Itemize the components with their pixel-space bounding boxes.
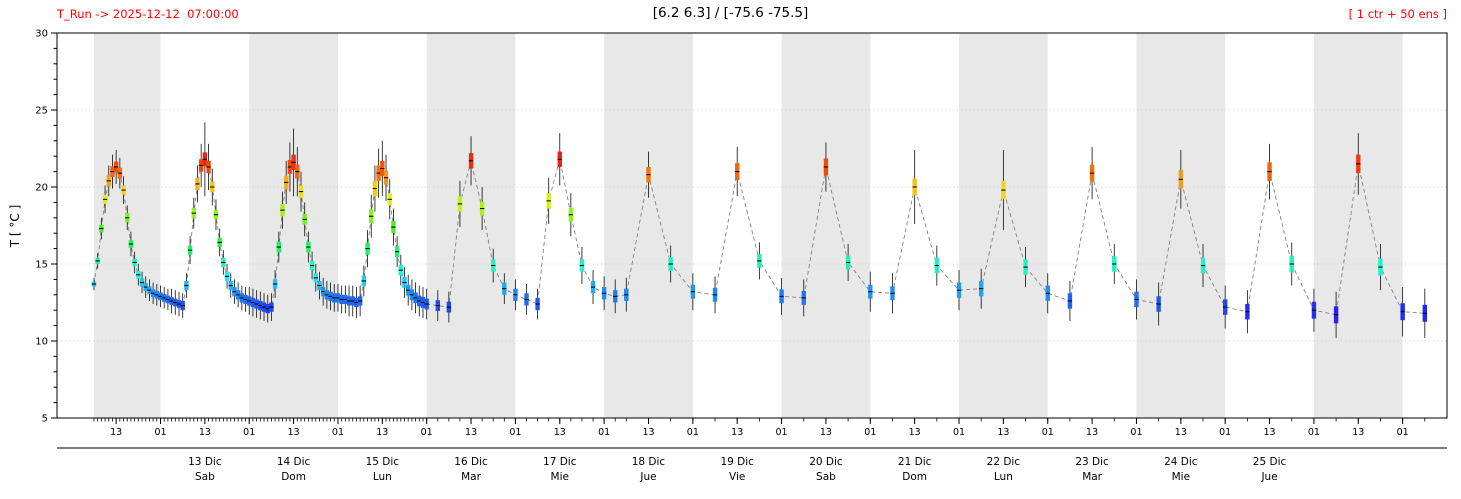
hour-tick-label: 13 bbox=[997, 427, 1009, 438]
day-weekday-label: Vie bbox=[729, 471, 745, 483]
hour-tick-label: 13 bbox=[1352, 427, 1364, 438]
hour-tick-label: 13 bbox=[1086, 427, 1098, 438]
day-band bbox=[426, 33, 516, 418]
day-weekday-label: Jue bbox=[639, 471, 656, 483]
day-weekday-label: Mie bbox=[551, 471, 569, 483]
day-date-label: 18 Dic bbox=[632, 456, 666, 468]
day-weekday-label: Sab bbox=[816, 471, 836, 483]
y-tick-label: 20 bbox=[35, 183, 48, 194]
day-band bbox=[1313, 33, 1403, 418]
day-weekday-label: Mar bbox=[461, 471, 481, 483]
plot-border bbox=[56, 32, 1448, 419]
hour-tick-label: 01 bbox=[687, 427, 699, 438]
day-band bbox=[249, 33, 338, 418]
hour-tick-label: 01 bbox=[1308, 427, 1320, 438]
hour-tick-label: 13 bbox=[642, 427, 654, 438]
hour-tick-label: 13 bbox=[554, 427, 566, 438]
hour-tick-label: 13 bbox=[1264, 427, 1276, 438]
hour-tick-label: 01 bbox=[509, 427, 521, 438]
hour-tick-label: 13 bbox=[731, 427, 743, 438]
day-weekday-label: Dom bbox=[902, 471, 927, 483]
hour-tick-label: 13 bbox=[820, 427, 832, 438]
day-weekday-label: Sab bbox=[195, 471, 215, 483]
hour-tick-label: 13 bbox=[288, 427, 300, 438]
day-weekday-label: Dom bbox=[281, 471, 306, 483]
y-tick-label: 10 bbox=[35, 337, 48, 348]
day-band bbox=[1136, 33, 1226, 418]
hour-tick-label: 01 bbox=[243, 427, 255, 438]
day-date-label: 25 Dic bbox=[1253, 456, 1287, 468]
ensemble-count-label: [ 1 ctr + 50 ens ] bbox=[1348, 7, 1447, 21]
run-timestamp-label: T_Run -> 2025-12-12 07:00:00 bbox=[57, 7, 239, 21]
hour-tick-label: 13 bbox=[110, 427, 122, 438]
day-date-label: 19 Dic bbox=[720, 456, 754, 468]
hour-tick-label: 13 bbox=[465, 427, 477, 438]
day-date-label: 22 Dic bbox=[987, 456, 1021, 468]
hour-tick-label: 01 bbox=[1397, 427, 1409, 438]
hour-tick-label: 01 bbox=[776, 427, 788, 438]
hour-tick-label: 01 bbox=[332, 427, 344, 438]
day-date-label: 20 Dic bbox=[809, 456, 843, 468]
chart-title: [6.2 6.3] / [-75.6 -75.5] bbox=[652, 5, 809, 21]
day-date-label: 16 Dic bbox=[454, 456, 488, 468]
day-band bbox=[781, 33, 871, 418]
hour-tick-label: 01 bbox=[598, 427, 610, 438]
day-weekday-label: Lun bbox=[994, 471, 1013, 483]
day-weekday-label: Mie bbox=[1172, 471, 1190, 483]
hour-tick-label: 01 bbox=[1219, 427, 1231, 438]
day-band bbox=[604, 33, 693, 418]
hour-tick-label: 01 bbox=[154, 427, 166, 438]
hour-tick-label: 01 bbox=[1130, 427, 1142, 438]
y-tick-label: 30 bbox=[35, 29, 48, 40]
day-date-label: 24 Dic bbox=[1164, 456, 1198, 468]
hour-tick-label: 01 bbox=[421, 427, 433, 438]
day-weekday-label: Lun bbox=[373, 471, 392, 483]
day-date-label: 14 Dic bbox=[277, 456, 311, 468]
hour-tick-label: 01 bbox=[1042, 427, 1054, 438]
hour-tick-label: 13 bbox=[199, 427, 211, 438]
day-date-label: 13 Dic bbox=[188, 456, 222, 468]
hour-tick-label: 13 bbox=[909, 427, 921, 438]
hour-tick-label: 13 bbox=[1175, 427, 1187, 438]
day-weekday-label: Jue bbox=[1260, 471, 1277, 483]
y-tick-label: 5 bbox=[42, 414, 48, 425]
day-date-label: 21 Dic bbox=[898, 456, 932, 468]
hour-tick-label: 01 bbox=[953, 427, 965, 438]
y-tick-label: 15 bbox=[35, 260, 48, 271]
day-date-label: 17 Dic bbox=[543, 456, 577, 468]
y-tick-label: 25 bbox=[35, 106, 48, 117]
day-weekday-label: Mar bbox=[1082, 471, 1102, 483]
day-date-label: 15 Dic bbox=[366, 456, 400, 468]
hour-tick-label: 01 bbox=[864, 427, 876, 438]
day-date-label: 23 Dic bbox=[1075, 456, 1109, 468]
hour-tick-label: 13 bbox=[376, 427, 388, 438]
